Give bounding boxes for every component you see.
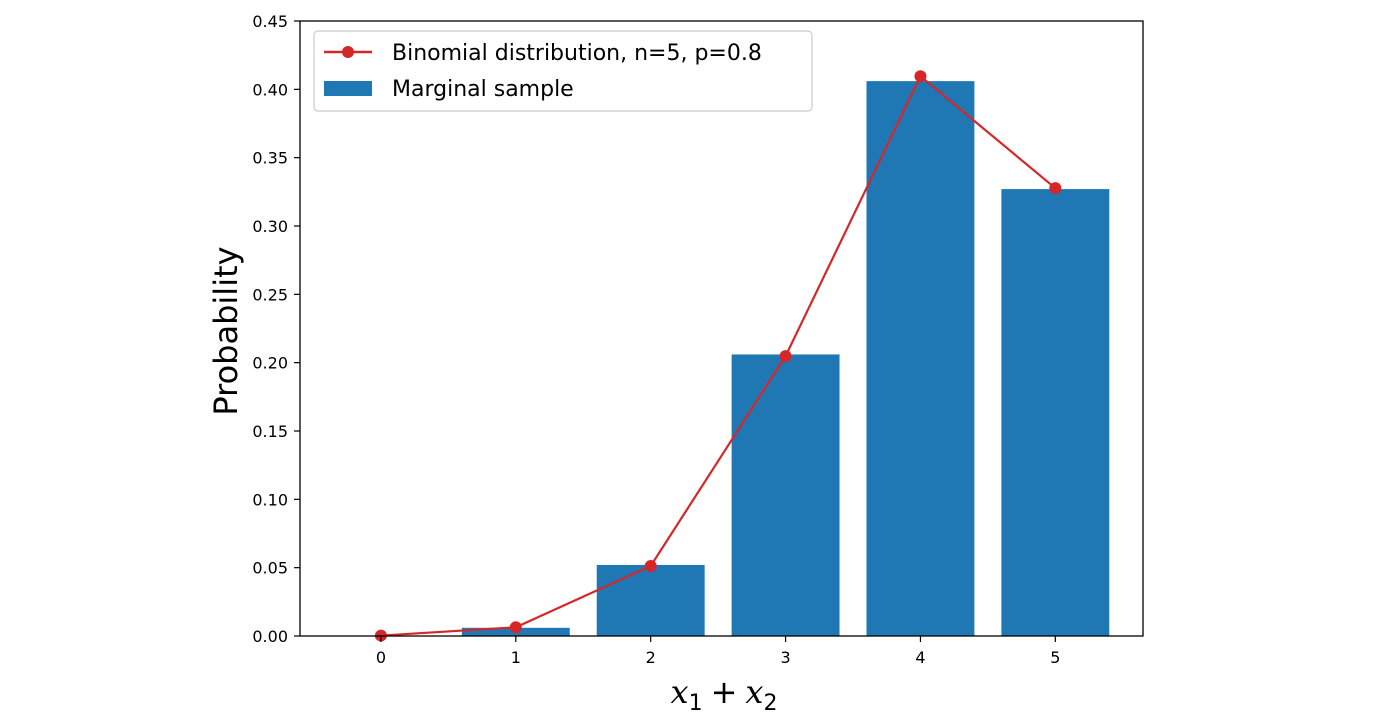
y-tick-label: 0.10 (252, 490, 288, 509)
bar-4 (866, 81, 975, 637)
bar-5 (1001, 189, 1110, 636)
x-axis-title-var-2: x (745, 673, 763, 711)
y-tick-label: 0.40 (252, 80, 288, 99)
binomial-point-3 (779, 350, 792, 363)
y-tick-label: 0.45 (252, 12, 288, 31)
y-tick-label: 0.25 (252, 285, 288, 304)
y-tick-label: 0.15 (252, 422, 288, 441)
legend-label-marginal: Marginal sample (392, 77, 574, 102)
legend-frame (313, 30, 813, 112)
x-axis-title-plus: + (711, 673, 738, 711)
legend-bar-swatch (324, 81, 372, 96)
y-axis: 0.00 0.05 0.10 0.15 0.20 0.25 0.30 0.35 0.40 0.45 (252, 12, 300, 646)
x-axis-title-var-1: x (671, 673, 689, 711)
x-axis-title: x1 + x2 (671, 673, 778, 716)
x-tick-label: 4 (915, 648, 925, 667)
legend-label-binomial: Binomial distribution, n=5, p=0.8 (392, 41, 762, 66)
x-tick-label: 0 (376, 648, 386, 667)
y-axis-title: Probability (207, 246, 245, 415)
plot-area (374, 70, 1110, 642)
y-tick-label: 0.30 (252, 217, 288, 236)
y-tick-label: 0.05 (252, 559, 288, 578)
x-tick-label: 5 (1050, 648, 1060, 667)
x-axis: 0 1 2 3 4 5 (376, 636, 1060, 667)
binomial-point-5 (1049, 182, 1062, 195)
x-tick-label: 1 (511, 648, 521, 667)
legend-line-marker (342, 46, 354, 58)
legend: Binomial distribution, n=5, p=0.8 Margin… (313, 30, 813, 112)
x-axis-title-sub-1: 1 (689, 691, 703, 716)
bar-2 (596, 564, 705, 636)
x-tick-label: 3 (780, 648, 790, 667)
x-tick-label: 2 (646, 648, 656, 667)
binomial-line (380, 74, 1057, 637)
binomial-point-1 (509, 621, 522, 634)
y-tick-label: 0.00 (252, 627, 288, 646)
x-axis-title-sub-2: 2 (763, 691, 777, 716)
y-tick-label: 0.20 (252, 354, 288, 373)
bar-3 (731, 354, 840, 636)
plot-frame (299, 20, 1144, 637)
binomial-point-4 (914, 70, 927, 83)
binomial-point-2 (644, 560, 657, 573)
y-tick-label: 0.35 (252, 149, 288, 168)
